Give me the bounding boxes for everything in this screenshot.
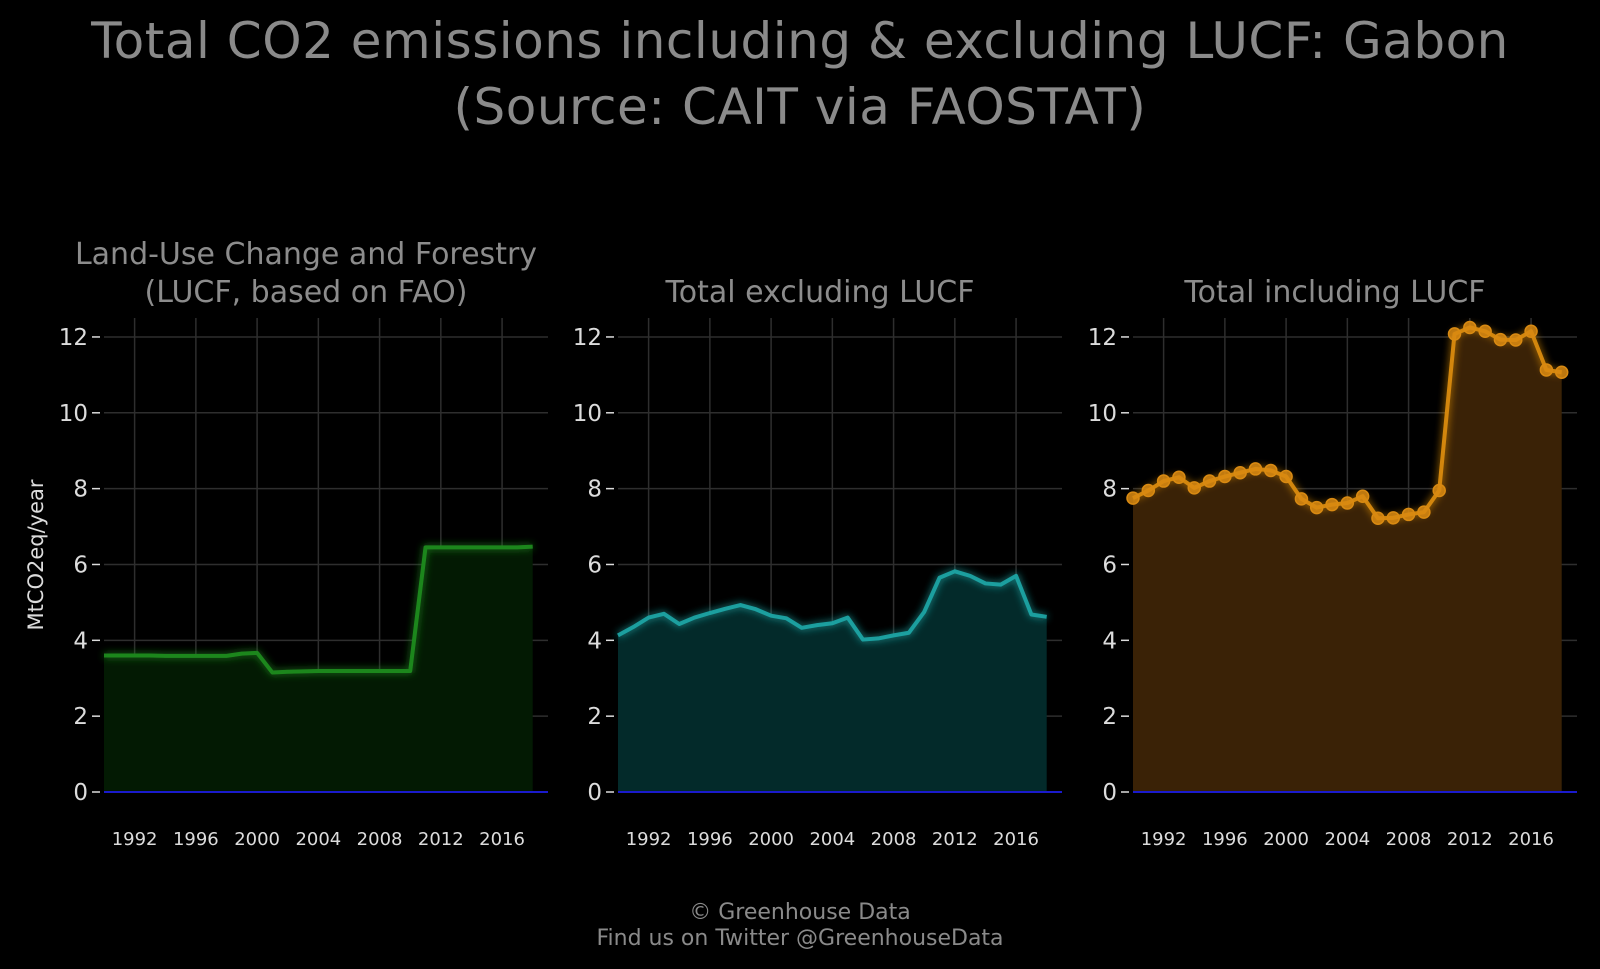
series-point xyxy=(1218,469,1232,484)
x-tick-label: 2008 xyxy=(357,829,403,850)
figure-title-line2: (Source: CAIT via FAOSTAT) xyxy=(453,78,1147,136)
figure-title-line1: Total CO2 emissions including & excludin… xyxy=(91,12,1509,70)
x-tick-label: 2000 xyxy=(748,829,794,850)
x-tick-label: 2008 xyxy=(871,829,917,850)
x-tick-label: 2004 xyxy=(295,829,341,850)
x-tick-label: 2004 xyxy=(1324,829,1370,850)
y-tick-label: 6 xyxy=(73,552,88,578)
y-tick-label: 8 xyxy=(73,477,88,503)
panel-title: (LUCF, based on FAO) xyxy=(145,275,468,310)
series-point xyxy=(1233,465,1247,480)
y-tick-label: 4 xyxy=(73,628,88,654)
series-point xyxy=(1202,474,1217,488)
series-point xyxy=(1141,483,1156,498)
series-line xyxy=(617,569,1047,642)
y-tick-label: 0 xyxy=(1102,780,1117,806)
y-tick-label: 10 xyxy=(1088,401,1117,427)
y-tick-label: 12 xyxy=(573,325,602,351)
panel-3: Total including LUCF 0 2 4 6 8 10 12 1992 1996 200… xyxy=(1088,275,1577,850)
x-tick-label: 1992 xyxy=(1141,829,1187,850)
x-tick-label: 2016 xyxy=(993,829,1039,850)
x-tick-label: 2012 xyxy=(932,829,978,850)
series-point xyxy=(1478,324,1492,339)
y-tick-label: 12 xyxy=(59,325,88,351)
y-tick-label: 10 xyxy=(573,401,602,427)
series-point xyxy=(1493,332,1508,347)
series-line xyxy=(104,544,533,675)
series-point xyxy=(1294,492,1309,506)
series-point xyxy=(1554,365,1569,379)
y-tick-label: 2 xyxy=(1102,704,1117,730)
y-tick-label: 4 xyxy=(587,628,602,654)
footer-twitter: Find us on Twitter @GreenhouseData xyxy=(596,926,1004,951)
y-tick-label: 2 xyxy=(587,704,602,730)
x-tick-label: 2000 xyxy=(234,829,280,850)
series-point xyxy=(1187,481,1201,495)
panel-title: Land-Use Change and Forestry xyxy=(75,237,537,272)
footer: © Greenhouse Data Find us on Twitter @Gr… xyxy=(0,900,1600,952)
y-tick-label: 8 xyxy=(1102,477,1117,503)
series-point xyxy=(1264,463,1278,478)
series-point xyxy=(1539,363,1554,377)
x-tick-label: 1992 xyxy=(626,829,672,850)
panel-2: Total excluding LUCF 0 2 4 6 8 10 12 1992 1996 200… xyxy=(573,275,1062,850)
y-tick-label: 0 xyxy=(587,780,602,806)
series-point xyxy=(1401,507,1416,522)
series-point xyxy=(1371,511,1385,525)
x-tick-label: 1996 xyxy=(173,829,219,850)
panel-title: Total including LUCF xyxy=(1183,275,1485,310)
x-tick-label: 2016 xyxy=(1508,829,1554,850)
x-tick-label: 2012 xyxy=(418,829,464,850)
y-tick-label: 6 xyxy=(587,552,602,578)
series-point xyxy=(1463,320,1477,335)
series-point xyxy=(1279,469,1293,484)
series-point xyxy=(1417,505,1431,519)
y-tick-label: 2 xyxy=(73,704,88,730)
y-tick-label: 0 xyxy=(73,780,88,806)
y-tick-label: 4 xyxy=(1102,628,1117,654)
series-point xyxy=(1309,500,1324,515)
x-tick-label: 2016 xyxy=(479,829,525,850)
series-area xyxy=(618,571,1047,792)
series-point xyxy=(1432,483,1446,498)
x-tick-label: 1992 xyxy=(112,829,158,850)
panel-title: Total excluding LUCF xyxy=(665,275,975,310)
series-point xyxy=(1524,324,1538,339)
x-tick-label: 1996 xyxy=(1202,829,1248,850)
x-tick-label: 1996 xyxy=(687,829,733,850)
series-point xyxy=(1126,491,1140,505)
series-point xyxy=(1172,470,1186,485)
series-area xyxy=(104,546,533,792)
series-point xyxy=(1509,333,1523,347)
y-tick-label: 12 xyxy=(1088,325,1117,351)
figure-title: Total CO2 emissions including & excludin… xyxy=(0,8,1600,140)
y-axis-label: MtCO2eq/year xyxy=(24,479,48,630)
y-tick-label: 10 xyxy=(59,401,88,427)
panel-1: Land-Use Change and Forestry(LUCF, based… xyxy=(24,237,548,850)
y-tick-label: 8 xyxy=(587,477,602,503)
footer-copyright: © Greenhouse Data xyxy=(689,900,911,925)
series-point xyxy=(1325,497,1339,512)
x-tick-label: 2008 xyxy=(1386,829,1432,850)
x-tick-label: 2004 xyxy=(809,829,855,850)
series-area xyxy=(1133,327,1562,792)
series-point xyxy=(1355,489,1370,503)
x-tick-label: 2012 xyxy=(1447,829,1493,850)
series-point xyxy=(1156,474,1171,488)
series-point xyxy=(1340,496,1355,510)
x-tick-label: 2000 xyxy=(1263,829,1309,850)
series-point xyxy=(1248,462,1263,476)
series-point xyxy=(1447,327,1462,341)
series-point xyxy=(1386,511,1401,525)
y-tick-label: 6 xyxy=(1102,552,1117,578)
